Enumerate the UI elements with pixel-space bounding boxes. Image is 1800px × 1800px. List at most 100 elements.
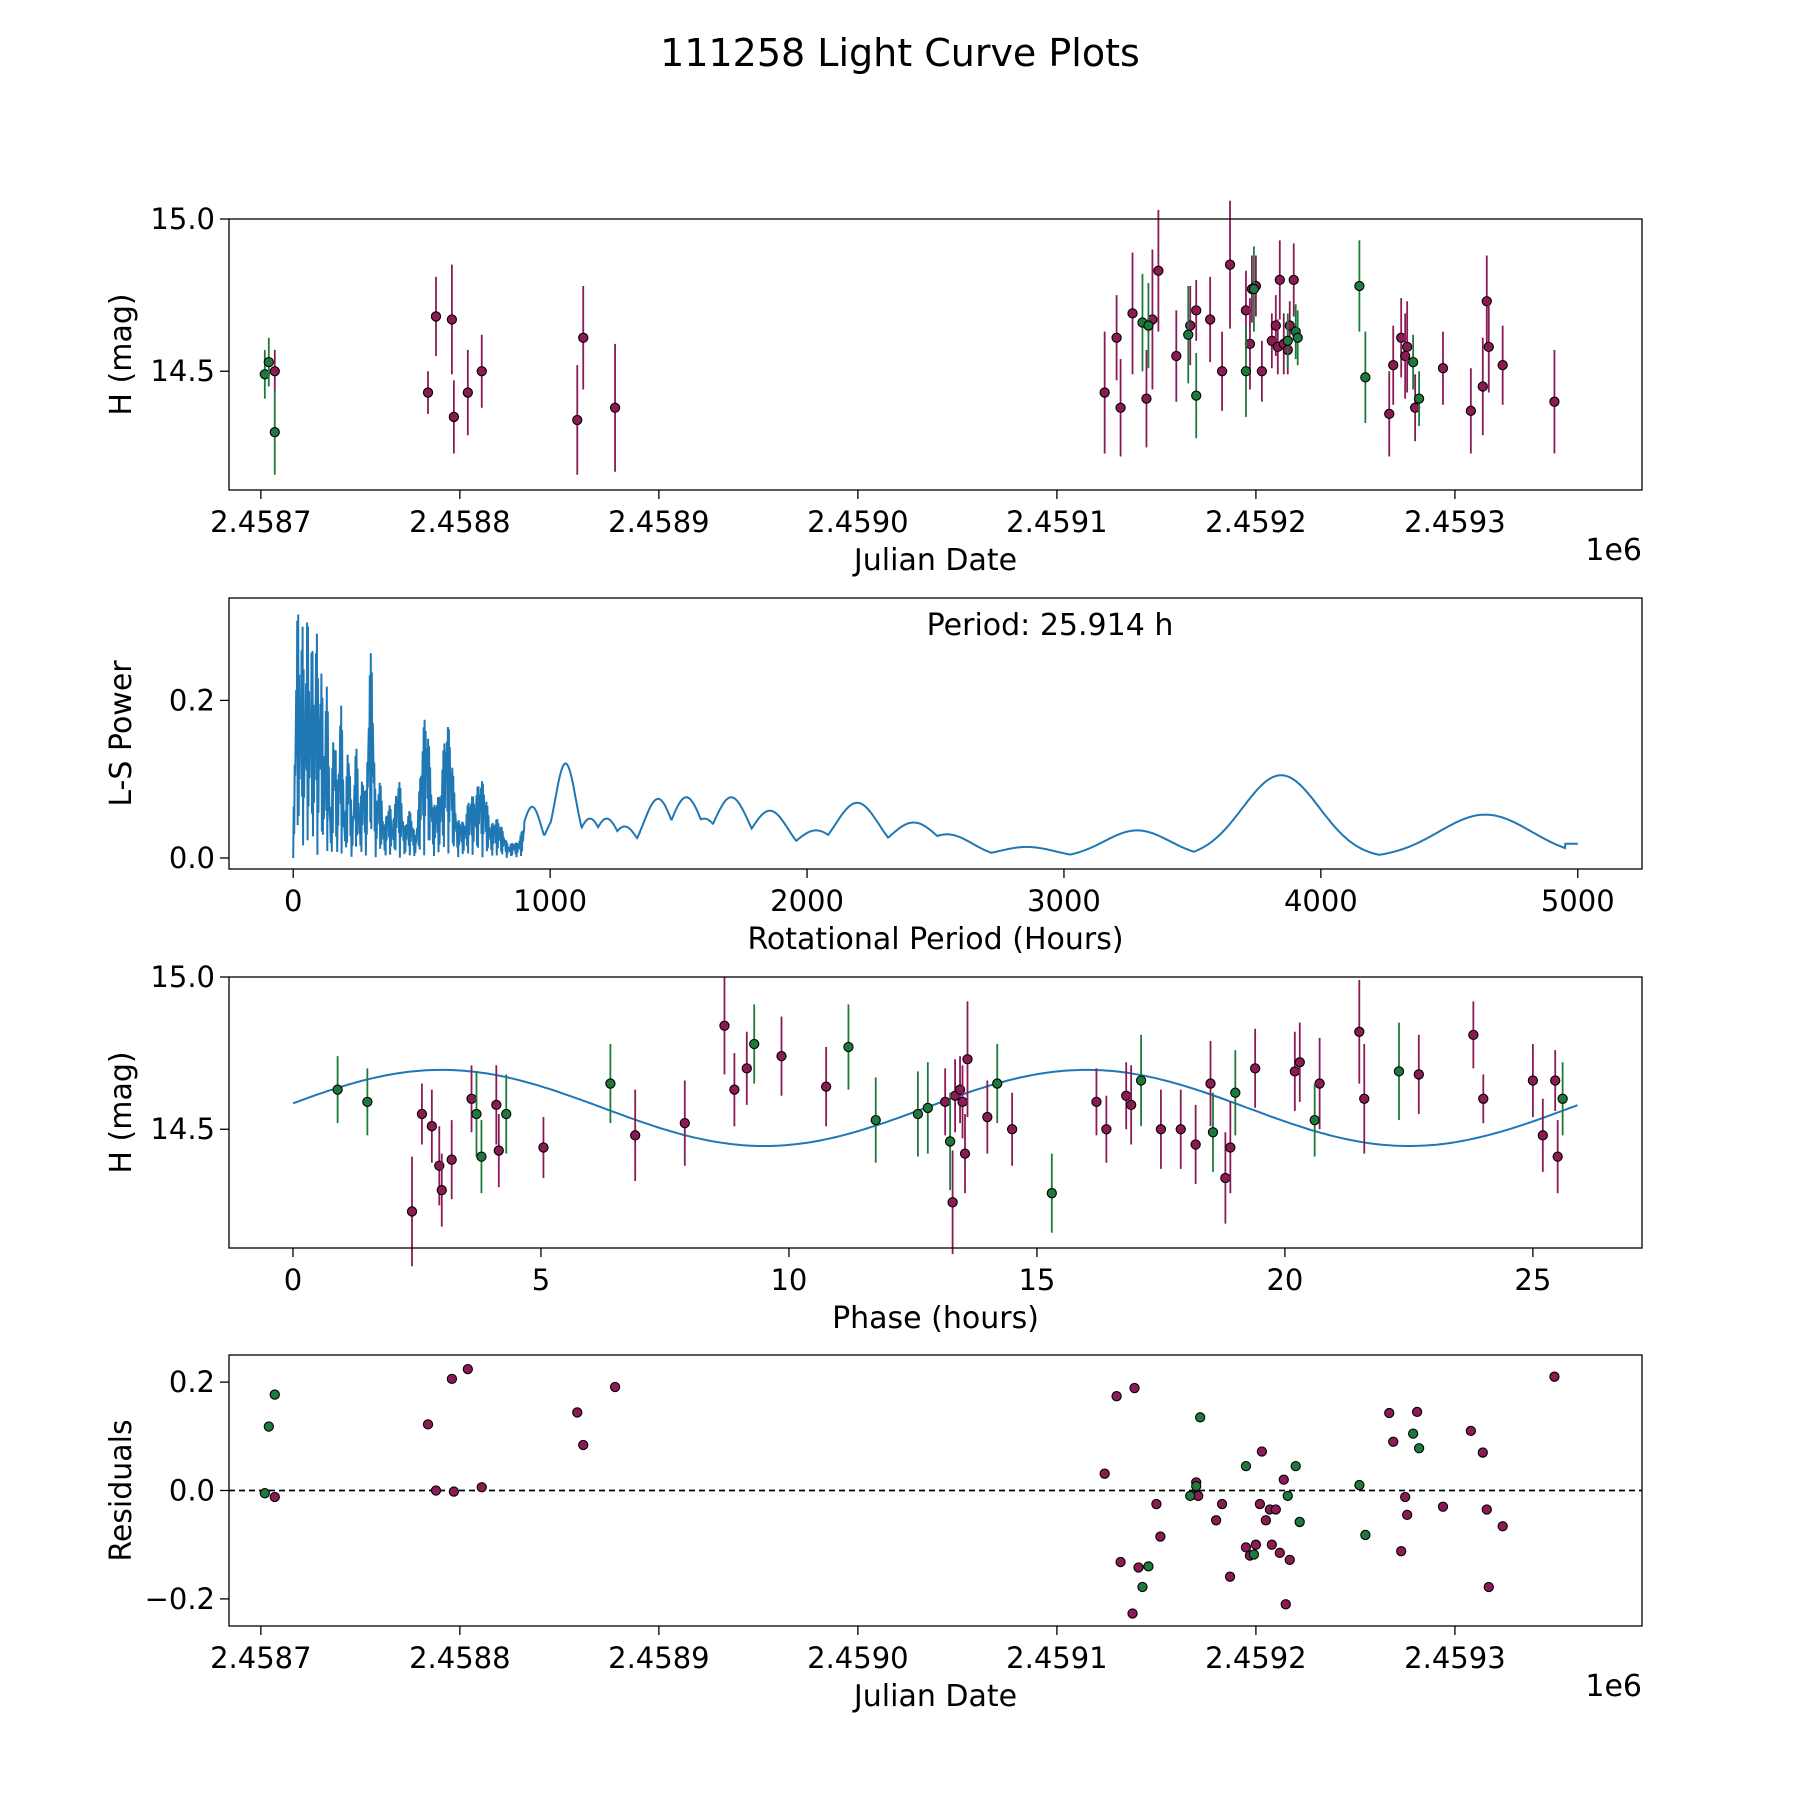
data-point	[422, 1419, 434, 1430]
data-point	[362, 1096, 373, 1107]
data-point	[259, 1488, 270, 1499]
y-tick-label: 0.2	[169, 1365, 215, 1399]
period-annotation: Period: 25.914 h	[927, 608, 1174, 643]
data-point	[1155, 1531, 1166, 1542]
data-point	[1309, 1114, 1320, 1126]
data-point	[1274, 274, 1285, 286]
data-point	[1266, 1539, 1277, 1550]
data-point	[1099, 387, 1110, 398]
data-point	[1549, 396, 1560, 407]
fit-curve	[292, 1068, 1578, 1147]
y-tick-label: 14.5	[150, 354, 215, 388]
data-point	[1143, 1561, 1154, 1572]
data-point	[912, 1108, 924, 1120]
x-tick-label: 2.4589	[608, 1641, 709, 1675]
x-axis-label: Julian Date	[852, 543, 1017, 578]
data-point	[1207, 1127, 1219, 1138]
data-point	[406, 1206, 418, 1217]
data-point	[1135, 1075, 1147, 1086]
data-point	[1230, 1087, 1241, 1098]
data-point	[1205, 1078, 1216, 1089]
data-point	[1155, 1124, 1167, 1135]
data-point	[422, 387, 434, 398]
data-point	[1191, 390, 1202, 401]
x-tick-label: 0	[284, 1263, 302, 1297]
data-point	[1185, 1490, 1196, 1502]
data-point	[1260, 1515, 1272, 1526]
data-point	[944, 1136, 956, 1147]
data-point	[1204, 314, 1216, 325]
data-point	[1191, 1481, 1202, 1492]
x-tick-label: 2.4592	[1205, 505, 1306, 539]
x-tick-label: 2.4592	[1205, 1641, 1306, 1675]
data-point	[1278, 1474, 1289, 1485]
data-point	[1099, 1468, 1110, 1479]
data-point	[1413, 1443, 1425, 1454]
x-tick-label: 2.4591	[1006, 505, 1107, 539]
data-point	[1129, 1382, 1140, 1394]
x-tick-label: 2000	[770, 884, 844, 918]
data-point	[1250, 1539, 1262, 1550]
data-point	[843, 1041, 854, 1053]
data-point	[959, 1148, 971, 1159]
data-point	[1402, 1509, 1413, 1521]
data-point	[1091, 1096, 1102, 1107]
data-point	[1354, 1026, 1365, 1037]
data-point	[1151, 1498, 1162, 1510]
data-point	[992, 1078, 1003, 1089]
data-point	[1437, 363, 1449, 374]
lightcurve-panel: 2.4587 2.4588 2.4589 2.4590 2.4591 2.4592 2.45…	[104, 200, 1643, 578]
data-point	[1354, 1479, 1365, 1491]
y-axis-label: L-S Power	[104, 660, 139, 807]
data-point	[448, 1486, 460, 1497]
data-point	[263, 1421, 274, 1432]
data-point	[1126, 1099, 1137, 1111]
x-tick-label: 5	[532, 1263, 550, 1297]
data-point	[578, 1439, 589, 1451]
data-point	[1292, 332, 1303, 343]
data-point	[1388, 360, 1399, 371]
data-point	[1101, 1124, 1112, 1135]
y-tick-label: 15.0	[150, 202, 215, 236]
data-point	[729, 1084, 740, 1095]
data-point	[446, 1154, 457, 1165]
data-point	[572, 414, 583, 426]
series-green	[332, 1004, 1568, 1233]
x-tick-label: 2.4590	[807, 1641, 908, 1675]
data-point	[1402, 341, 1413, 353]
data-point	[1537, 1130, 1548, 1141]
series-maroon	[269, 200, 1560, 475]
y-tick-label: 0.0	[169, 841, 215, 875]
data-point	[1483, 1581, 1494, 1593]
data-point	[426, 1121, 437, 1132]
data-point	[1171, 350, 1182, 362]
x-tick-label: 2.4589	[608, 505, 709, 539]
y-tick-label: 15.0	[150, 960, 215, 994]
data-point	[1294, 1057, 1305, 1068]
x-tick-label: 2.4590	[807, 505, 908, 539]
data-point	[1288, 274, 1299, 286]
data-point	[1270, 1504, 1281, 1515]
series-green	[259, 1389, 1425, 1593]
data-point	[1552, 1151, 1563, 1162]
x-tick-label: 25	[1514, 1263, 1551, 1297]
data-point	[1224, 259, 1236, 270]
data-point	[269, 1389, 280, 1400]
data-point	[962, 1054, 973, 1065]
x-tick-label: 1000	[513, 884, 587, 918]
data-point	[609, 1381, 621, 1393]
data-point	[1550, 1075, 1561, 1086]
data-point	[1248, 283, 1260, 295]
data-point	[476, 1151, 487, 1162]
data-point	[1400, 350, 1411, 362]
data-point	[1127, 308, 1138, 319]
data-point	[1282, 335, 1293, 346]
data-point	[1483, 341, 1494, 353]
data-point	[982, 1111, 993, 1123]
data-point	[1141, 393, 1152, 404]
data-point	[471, 1108, 482, 1120]
axes-frame	[228, 976, 1643, 1249]
data-point	[501, 1108, 512, 1120]
x-tick-label: 2.4588	[409, 1641, 510, 1675]
